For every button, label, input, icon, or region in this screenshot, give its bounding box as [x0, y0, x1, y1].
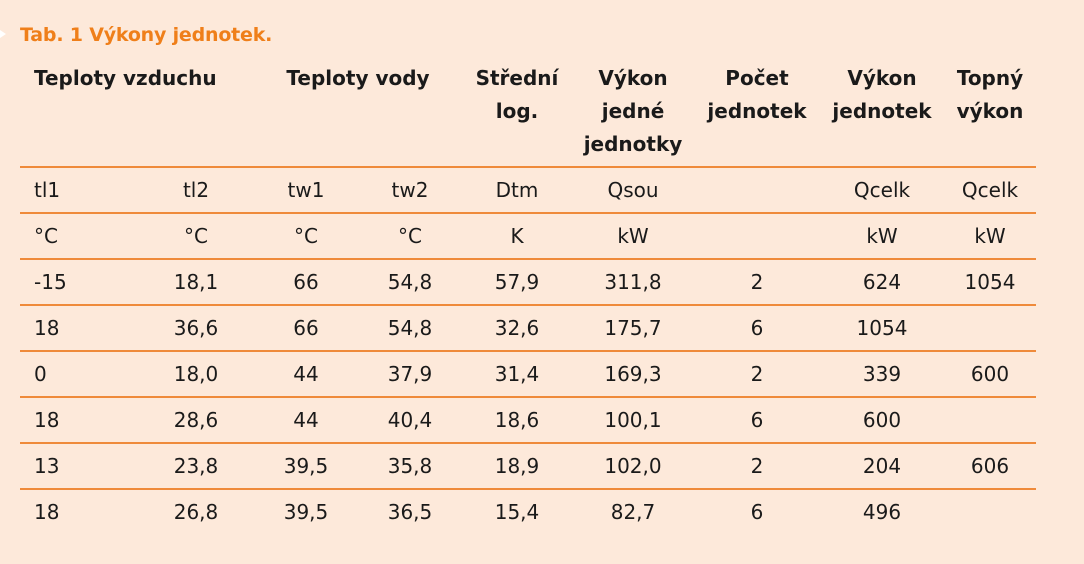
- table-cell: tl2: [182, 178, 210, 202]
- table-cell: Qcelk: [961, 178, 1019, 202]
- table-cell: [944, 304, 1036, 351]
- table-cell: 36,5: [358, 488, 462, 534]
- table-cell: 66: [254, 304, 358, 351]
- table-cell: 37,9: [358, 350, 462, 397]
- table-cell: 18,9: [462, 442, 572, 489]
- table-cell: 496: [820, 488, 944, 534]
- table-cell: 54,8: [358, 304, 462, 351]
- header-water-temps: Teploty vody: [254, 62, 462, 168]
- table-cell: 44: [254, 396, 358, 443]
- header-unit-power: Výkon jedné jednotky: [572, 62, 694, 168]
- table-cell: 15,4: [462, 488, 572, 534]
- table-cell: 600: [944, 350, 1036, 397]
- table-cell: [944, 488, 1036, 534]
- symbols-row: tl1 tl2 tw1 tw2 Dtm Qsou Qcelk Qcelk: [20, 167, 1036, 213]
- table-cell: Dtm: [495, 178, 539, 202]
- table-cell: -15: [20, 258, 138, 305]
- table-cell: 18,1: [138, 258, 254, 305]
- power-table: Teploty vzduchu Teploty vody Střední log…: [20, 62, 1036, 534]
- table-cell: 339: [820, 350, 944, 397]
- table-cell: 57,9: [462, 258, 572, 305]
- table-cell: °C: [138, 212, 254, 259]
- header-air-temps: Teploty vzduchu: [20, 62, 254, 168]
- table-cell: 600: [820, 396, 944, 443]
- table-cell: 28,6: [138, 396, 254, 443]
- table-cell: 23,8: [138, 442, 254, 489]
- table-cell: 18: [20, 396, 138, 443]
- header-mean-log: Střední log.: [462, 62, 572, 168]
- table-cell: [694, 212, 820, 259]
- table-cell: kW: [572, 212, 694, 259]
- table-cell: 1054: [944, 258, 1036, 305]
- table-cell: 18,6: [462, 396, 572, 443]
- table-cell: tw1: [287, 178, 325, 202]
- table-cell: 624: [820, 258, 944, 305]
- table-row: 0 18,0 44 37,9 31,4 169,3 2 339 600: [20, 350, 1036, 397]
- header-row: Teploty vzduchu Teploty vody Střední log…: [20, 62, 1036, 168]
- table-cell: tl1: [34, 178, 61, 202]
- table-cell: [944, 396, 1036, 443]
- table-cell: 6: [694, 396, 820, 443]
- table-row: 13 23,8 39,5 35,8 18,9 102,0 2 204 606: [20, 442, 1036, 489]
- table-cell: 44: [254, 350, 358, 397]
- table-cell: 31,4: [462, 350, 572, 397]
- table-row: 18 36,6 66 54,8 32,6 175,7 6 1054: [20, 304, 1036, 351]
- table-cell: 18,0: [138, 350, 254, 397]
- table-cell: 82,7: [572, 488, 694, 534]
- table-row: 18 28,6 44 40,4 18,6 100,1 6 600: [20, 396, 1036, 443]
- table-cell: 204: [820, 442, 944, 489]
- header-units-power: Výkon jednotek: [820, 62, 944, 168]
- table-cell: 36,6: [138, 304, 254, 351]
- table-cell: kW: [944, 212, 1036, 259]
- table-cell: 169,3: [572, 350, 694, 397]
- table-cell: °C: [254, 212, 358, 259]
- table-cell: 6: [694, 304, 820, 351]
- table-cell: Qcelk: [853, 178, 911, 202]
- bullet-marker: [0, 30, 6, 38]
- table-cell: tw2: [391, 178, 429, 202]
- table-cell: 2: [694, 258, 820, 305]
- table-cell: 54,8: [358, 258, 462, 305]
- header-unit-count: Počet jednotek: [694, 62, 820, 168]
- table-cell: 13: [20, 442, 138, 489]
- table-cell: 102,0: [572, 442, 694, 489]
- table-cell: °C: [358, 212, 462, 259]
- table-cell: 0: [20, 350, 138, 397]
- table-cell: 6: [694, 488, 820, 534]
- table-cell: [694, 167, 820, 213]
- table-cell: 39,5: [254, 488, 358, 534]
- table-cell: 2: [694, 442, 820, 489]
- table-cell: 26,8: [138, 488, 254, 534]
- table-cell: kW: [820, 212, 944, 259]
- table-cell: 1054: [820, 304, 944, 351]
- table-cell: 32,6: [462, 304, 572, 351]
- header-heating-power: Topný výkon: [944, 62, 1036, 168]
- table-cell: 175,7: [572, 304, 694, 351]
- table-cell: 311,8: [572, 258, 694, 305]
- table-cell: Qsou: [607, 178, 659, 202]
- table-cell: K: [462, 212, 572, 259]
- table-cell: 40,4: [358, 396, 462, 443]
- table-cell: 66: [254, 258, 358, 305]
- table-caption: Tab. 1 Výkony jednotek.: [20, 24, 273, 46]
- table-cell: 35,8: [358, 442, 462, 489]
- table-cell: 2: [694, 350, 820, 397]
- table-cell: 100,1: [572, 396, 694, 443]
- table-row: -15 18,1 66 54,8 57,9 311,8 2 624 1054: [20, 258, 1036, 305]
- table-cell: °C: [20, 212, 138, 259]
- table-cell: 39,5: [254, 442, 358, 489]
- table-row: 18 26,8 39,5 36,5 15,4 82,7 6 496: [20, 488, 1036, 534]
- table-cell: 18: [20, 304, 138, 351]
- table-cell: 606: [944, 442, 1036, 489]
- table-cell: 18: [20, 488, 138, 534]
